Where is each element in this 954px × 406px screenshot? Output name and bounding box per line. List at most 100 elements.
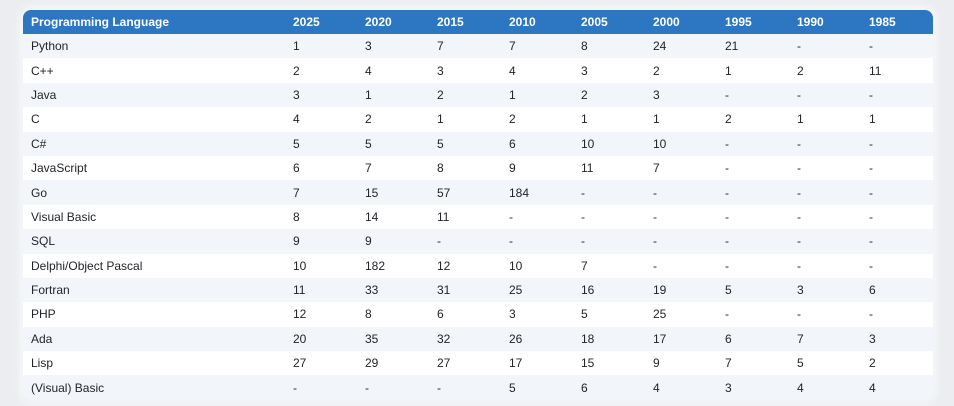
rank-cell: -: [645, 204, 717, 230]
rank-cell: 7: [501, 34, 573, 59]
rank-cell: 8: [429, 155, 501, 181]
rank-cell: 1: [501, 82, 573, 108]
rank-cell: 25: [645, 302, 717, 327]
language-cell: Ada: [23, 326, 285, 352]
rank-cell: 7: [573, 253, 645, 278]
language-cell: Fortran: [23, 277, 285, 303]
language-ranking-table: Programming Language 2025 2020 2015 2010 2005…: [23, 10, 933, 400]
rank-cell: 6: [861, 277, 933, 303]
table-row: PHP 12 8 6 3 5 25- - -: [23, 302, 933, 327]
rank-cell: 2: [285, 58, 357, 83]
rank-cell: 15: [357, 180, 429, 205]
rank-cell: -: [717, 204, 789, 230]
rank-cell: -: [717, 131, 789, 156]
rank-cell: 24: [645, 34, 717, 59]
rank-cell: 6: [285, 155, 357, 181]
rank-cell: 10: [501, 253, 573, 278]
table-row: Java 3 1 2 1 2 3- - -: [23, 82, 933, 108]
column-header-year: 2015: [429, 10, 501, 34]
rank-cell: 7: [429, 34, 501, 59]
rank-cell: -: [861, 204, 933, 230]
rank-cell: 9: [501, 155, 573, 181]
rank-cell: 27: [285, 351, 357, 376]
rank-cell: -: [357, 375, 429, 400]
table-row: Go 7 15 57 184- - - - -: [23, 180, 933, 205]
language-cell: PHP: [23, 302, 285, 327]
rank-cell: 2: [789, 58, 861, 83]
table-row: Visual Basic 8 14 11- - - - - -: [23, 204, 933, 230]
language-cell: Delphi/Object Pascal: [23, 253, 285, 278]
table-row: Ada 20 35 32 26 18 17 6 7 3: [23, 326, 933, 352]
ranking-table-card: Programming Language 2025 2020 2015 2010 2005…: [23, 10, 933, 400]
language-cell: C: [23, 107, 285, 132]
language-cell: Go: [23, 180, 285, 205]
rank-cell: 29: [357, 351, 429, 376]
rank-cell: 26: [501, 326, 573, 352]
rank-cell: 8: [357, 302, 429, 327]
rank-cell: 8: [285, 204, 357, 230]
rank-cell: 3: [357, 34, 429, 59]
rank-cell: -: [789, 131, 861, 156]
language-cell: Lisp: [23, 351, 285, 376]
rank-cell: 15: [573, 351, 645, 376]
rank-cell: -: [861, 302, 933, 327]
rank-cell: 7: [717, 351, 789, 376]
rank-cell: -: [717, 155, 789, 181]
rank-cell: 6: [717, 326, 789, 352]
column-header-year: 1990: [789, 10, 861, 34]
rank-cell: -: [861, 253, 933, 278]
rank-cell: 2: [861, 351, 933, 376]
rank-cell: 8: [573, 34, 645, 59]
rank-cell: 3: [645, 82, 717, 108]
rank-cell: -: [861, 131, 933, 156]
rank-cell: 6: [501, 131, 573, 156]
rank-cell: -: [789, 155, 861, 181]
rank-cell: 4: [789, 375, 861, 400]
column-header-year: 1985: [861, 10, 933, 34]
rank-cell: 1: [645, 107, 717, 132]
rank-cell: 4: [285, 107, 357, 132]
rank-cell: 5: [357, 131, 429, 156]
rank-cell: 57: [429, 180, 501, 205]
rank-cell: -: [717, 302, 789, 327]
rank-cell: 10: [645, 131, 717, 156]
table-row: JavaScript 6 7 8 9 11 7- - -: [23, 155, 933, 181]
column-header-year: 2020: [357, 10, 429, 34]
rank-cell: 31: [429, 277, 501, 303]
rank-cell: -: [789, 204, 861, 230]
table-row: SQL 9 9- - - - - - -: [23, 229, 933, 254]
rank-cell: 17: [645, 326, 717, 352]
rank-cell: 3: [429, 58, 501, 83]
rank-cell: 10: [285, 253, 357, 278]
rank-cell: 14: [357, 204, 429, 230]
rank-cell: 1: [285, 34, 357, 59]
rank-cell: 3: [285, 82, 357, 108]
rank-cell: 2: [573, 82, 645, 108]
rank-cell: 5: [285, 131, 357, 156]
column-header-year: 2010: [501, 10, 573, 34]
rank-cell: 25: [501, 277, 573, 303]
rank-cell: 3: [573, 58, 645, 83]
rank-cell: 9: [645, 351, 717, 376]
column-header-language: Programming Language: [23, 10, 285, 34]
rank-cell: -: [717, 253, 789, 278]
language-cell: Visual Basic: [23, 204, 285, 230]
rank-cell: -: [861, 34, 933, 59]
language-cell: C++: [23, 58, 285, 83]
rank-cell: -: [645, 180, 717, 205]
rank-cell: 11: [429, 204, 501, 230]
rank-cell: -: [285, 375, 357, 400]
rank-cell: 10: [573, 131, 645, 156]
rank-cell: -: [645, 229, 717, 254]
rank-cell: 5: [429, 131, 501, 156]
rank-cell: 35: [357, 326, 429, 352]
rank-cell: 19: [645, 277, 717, 303]
language-cell: SQL: [23, 229, 285, 254]
rank-cell: -: [861, 229, 933, 254]
rank-cell: 16: [573, 277, 645, 303]
rank-cell: 4: [501, 58, 573, 83]
rank-cell: -: [717, 82, 789, 108]
rank-cell: 7: [357, 155, 429, 181]
table-row: C# 5 5 5 6 10 10- - -: [23, 131, 933, 156]
